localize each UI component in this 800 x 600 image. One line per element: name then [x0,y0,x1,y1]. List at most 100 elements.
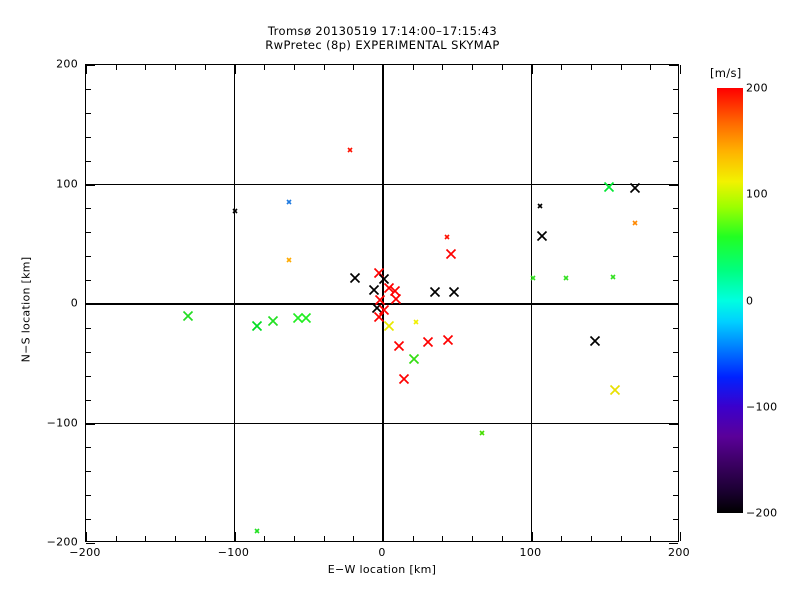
y-tick [86,471,91,473]
y-tick [86,88,91,90]
colorbar-tick-label: 0 [746,294,754,307]
y-tick-label: 100 [56,177,78,190]
y-tick [673,136,678,138]
y-tick [673,256,678,258]
data-point [398,374,409,385]
y-tick [86,232,91,234]
x-tick [501,65,503,70]
x-tick [353,536,355,541]
colorbar-tick-label: 200 [746,81,768,95]
y-tick-label: 200 [56,57,78,71]
y-tick [673,232,678,234]
y-tick [86,65,95,66]
data-point [444,234,450,240]
y-tick [86,399,91,401]
data-point [429,286,441,298]
x-tick [115,536,117,541]
x-tick [412,65,414,70]
x-tick [234,532,236,541]
data-point [368,284,380,295]
colorbar [717,88,743,513]
y-tick [86,375,91,377]
colorbar-title: [m/s] [710,66,742,80]
data-point [389,285,400,296]
y-tick [86,184,95,186]
y-tick-label: 0 [70,296,78,310]
x-tick [204,536,206,541]
x-tick [472,65,474,70]
data-point [286,199,293,205]
y-tick [673,399,678,401]
x-tick [412,536,414,541]
y-tick [673,160,678,162]
y-tick [673,495,678,497]
data-point [286,257,293,263]
gridline-horizontal [86,183,678,186]
x-tick [145,65,147,70]
x-tick [175,536,177,541]
x-tick-label: −100 [217,546,250,559]
gridline-vertical [530,65,533,541]
y-tick [669,423,678,425]
x-tick [115,65,117,70]
y-tick [86,208,91,210]
gridline-horizontal [86,422,678,425]
data-point [537,203,543,209]
x-tick [620,65,622,70]
x-tick [472,536,474,541]
x-tick [531,532,533,541]
x-tick [86,532,87,541]
y-tick [673,351,678,353]
data-point [413,319,419,325]
y-axis-title: N−S location [km] [19,256,33,363]
x-tick [383,65,384,74]
y-tick [669,184,678,186]
title-line-2: RwPretec (8p) EXPERIMENTAL SKYMAP [265,37,500,52]
x-tick-label: −200 [69,546,101,559]
y-tick [86,543,95,544]
y-tick [86,327,91,329]
x-tick [145,536,147,541]
data-point [446,248,457,259]
y-tick [673,88,678,90]
data-point [590,335,601,347]
x-tick [264,536,266,541]
data-point [449,286,460,298]
x-tick [383,532,384,541]
plot-area [85,64,681,544]
y-tick [673,280,678,282]
y-tick [86,112,91,114]
y-tick [673,375,678,377]
x-tick [650,536,652,541]
data-point [183,310,194,322]
data-point [300,313,311,324]
colorbar-tick-label: −100 [746,400,778,414]
x-tick [234,65,236,74]
y-tick [86,160,91,162]
y-tick [673,471,678,473]
x-tick-label: 100 [519,546,542,559]
data-point [409,353,420,365]
x-tick [353,65,355,70]
data-point [610,273,616,280]
data-point [632,220,639,226]
y-tick [86,447,91,449]
gridline-horizontal [86,303,678,305]
x-tick [561,536,563,541]
x-tick [650,65,652,70]
y-tick [673,208,678,210]
x-tick [680,532,681,541]
data-point [383,283,395,294]
data-point [394,340,405,351]
data-point [347,147,353,153]
y-tick [669,543,678,544]
title-line-1: Tromsø 20130519 17:14:00–17:15:43 [267,24,498,38]
x-tick [561,65,563,70]
data-point [349,272,360,283]
x-tick [680,65,681,74]
data-point [383,320,395,331]
x-tick [264,65,266,70]
x-tick [590,65,592,70]
x-tick-label: 200 [668,546,690,559]
